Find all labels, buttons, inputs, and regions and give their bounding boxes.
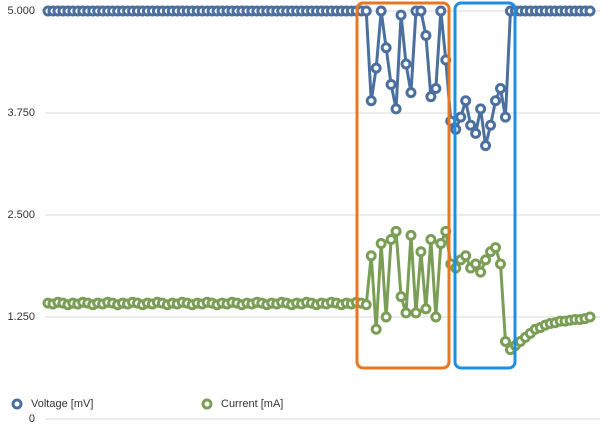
data-point (480, 140, 492, 152)
data-point (365, 95, 377, 107)
highlight-box (453, 1, 517, 370)
data-point (475, 266, 487, 278)
data-point (435, 238, 447, 250)
data-point (410, 307, 422, 319)
data-point (475, 103, 487, 115)
legend-marker (11, 398, 23, 410)
data-point (360, 5, 372, 17)
data-point (370, 323, 382, 335)
legend-marker (201, 398, 213, 410)
data-point (455, 111, 467, 123)
data-point (490, 242, 502, 254)
series-line (47, 229, 591, 352)
legend: Voltage [mV] Current [mA] (11, 398, 283, 410)
data-point (395, 9, 407, 21)
data-point (390, 225, 402, 237)
data-point (420, 29, 432, 41)
data-point (465, 119, 477, 131)
legend-label: Voltage [mV] (31, 398, 93, 410)
data-point (494, 258, 506, 270)
data-point (380, 311, 392, 323)
grid: 0 1.250 2.500 3.750 5.000 (7, 5, 600, 425)
data-point (499, 335, 511, 347)
data-point (385, 233, 397, 245)
y-tick-label: 1.250 (7, 311, 35, 323)
data-point (390, 103, 402, 115)
data-point (375, 238, 387, 250)
data-point (425, 233, 437, 245)
data-point (385, 78, 397, 90)
data-point (584, 5, 596, 17)
y-tick-label: 0 (29, 413, 35, 425)
data-point (380, 42, 392, 54)
y-tick-label: 2.500 (7, 209, 35, 221)
data-point (415, 5, 427, 17)
data-point (415, 246, 427, 258)
data-point (425, 91, 437, 103)
series-line (48, 9, 590, 148)
data-point (470, 258, 482, 270)
data-point (485, 119, 497, 131)
data-point (405, 229, 417, 241)
data-point (499, 111, 511, 123)
data-point (395, 291, 407, 303)
data-point (460, 250, 472, 262)
data-point (405, 87, 417, 99)
data-point (375, 5, 387, 17)
highlight-box (355, 1, 451, 370)
data-point (584, 311, 596, 323)
data-point (400, 58, 412, 70)
data-point (365, 250, 377, 262)
data-point (400, 307, 412, 319)
data-point (490, 95, 502, 107)
data-point (430, 83, 442, 95)
data-point (460, 95, 472, 107)
data-point (480, 254, 492, 266)
legend-label: Current [mA] (221, 398, 283, 410)
plot (42, 5, 596, 356)
data-point (360, 299, 372, 311)
data-point (435, 5, 447, 17)
data-point (470, 127, 482, 139)
data-point (370, 62, 382, 74)
y-tick-label: 3.750 (7, 107, 35, 119)
data-point (430, 311, 442, 323)
data-point (494, 83, 506, 95)
data-point (420, 303, 432, 315)
y-tick-label: 5.000 (7, 5, 35, 17)
